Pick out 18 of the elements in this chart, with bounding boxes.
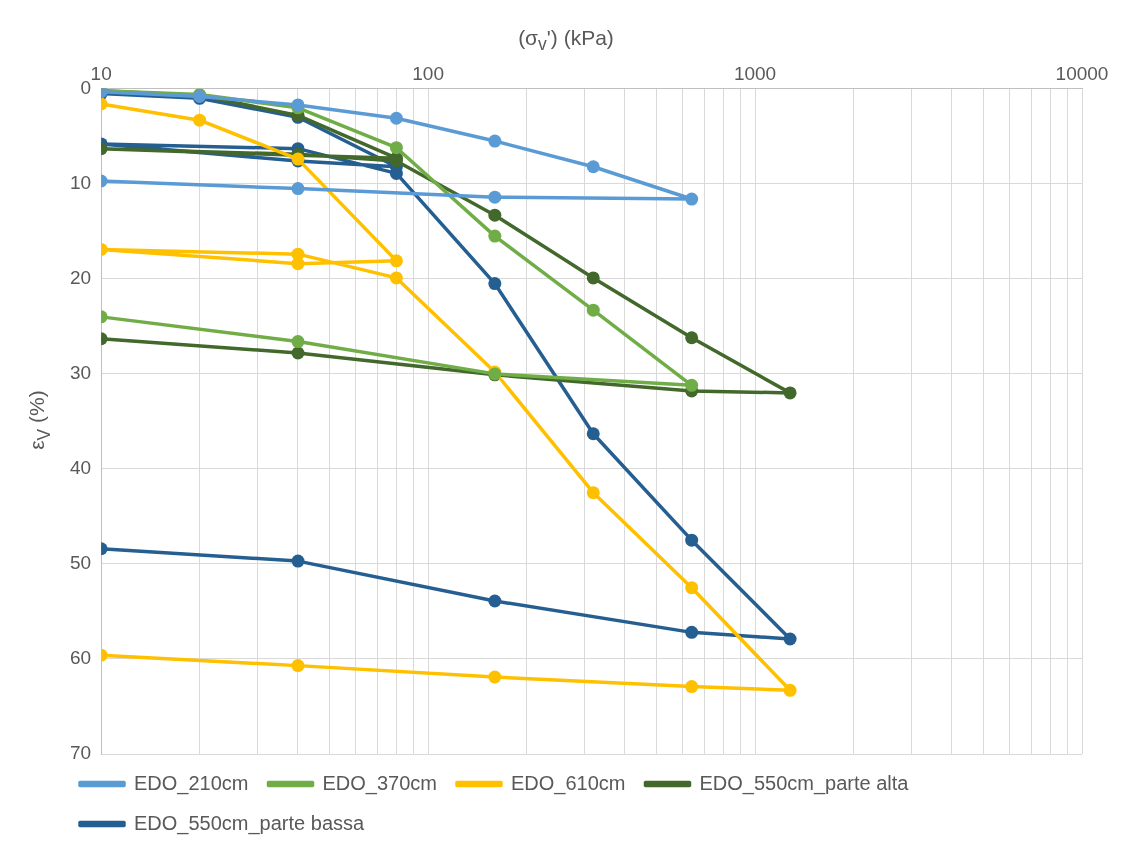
legend-label: EDO_370cm [322, 771, 437, 795]
x-axis-title: (σ$_{v}$') (kPa) [517, 26, 615, 56]
y-tick-label: 60 [69, 647, 92, 669]
x-tick-label: 100 [412, 62, 444, 84]
legend-label: EDO_610cm [510, 771, 626, 795]
x-tick-label: 1000 [733, 62, 777, 84]
y-tick-label: 40 [69, 457, 92, 479]
x-tick-label: 10000 [1055, 62, 1109, 84]
y-tick-label: 70 [69, 742, 92, 764]
legend-label: EDO_210cm [134, 771, 249, 795]
y-tick-label: 30 [69, 362, 92, 384]
x-tick-label: 10 [90, 62, 112, 84]
legend-label: EDO_550cm_parte alta [699, 771, 910, 795]
y-tick-label: 20 [69, 267, 92, 289]
y-tick-label: 50 [69, 552, 92, 574]
y-tick-label: 0 [80, 77, 92, 99]
legend-label: EDO_550cm_parte bassa [134, 811, 365, 835]
y-tick-label: 10 [69, 172, 92, 194]
